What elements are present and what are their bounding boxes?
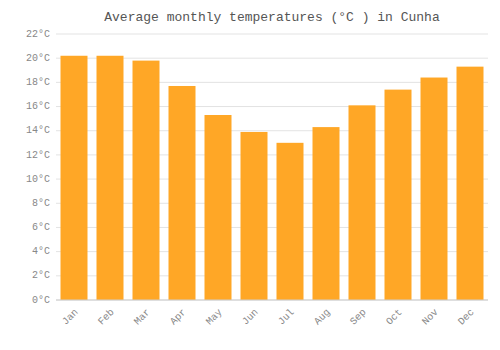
bar (385, 90, 412, 300)
y-tick-label: 14°C (26, 125, 50, 136)
bar (97, 56, 124, 300)
bar (457, 67, 484, 300)
x-tick-label: Jul (276, 307, 297, 328)
y-tick-label: 6°C (32, 222, 50, 233)
y-tick-label: 0°C (32, 295, 50, 306)
y-tick-label: 18°C (26, 77, 50, 88)
x-tick-label: Apr (168, 307, 189, 328)
bar (313, 127, 340, 300)
x-tick-label: Nov (420, 307, 441, 328)
bar (205, 115, 232, 300)
y-tick-label: 20°C (26, 53, 50, 64)
x-tick-label: Jun (240, 307, 261, 328)
bar (241, 132, 268, 300)
x-tick-label: Jan (60, 307, 81, 328)
y-tick-label: 22°C (26, 29, 50, 40)
grid-line (56, 34, 488, 35)
x-tick-label: May (204, 307, 225, 328)
y-grid (56, 34, 488, 300)
x-tick-label: Mar (132, 307, 153, 328)
y-tick-label: 16°C (26, 101, 50, 112)
x-tick-label: Oct (384, 307, 405, 328)
chart: 0°C 2°C 4°C 6°C 8°C 10°C 12°C 14°C 16°C 18°C 20°C 2… (0, 0, 500, 350)
bar (349, 105, 376, 300)
x-tick-label: Sep (348, 307, 369, 328)
grid-line (56, 300, 488, 301)
y-tick-label: 4°C (32, 246, 50, 257)
x-tick-label: Dec (456, 307, 477, 328)
title: Average monthly temperatures (°C ) in Cu… (104, 10, 440, 25)
bars (61, 56, 484, 300)
x-tick-label: Aug (312, 307, 333, 328)
y-tick-label: 2°C (32, 270, 50, 281)
y-tick-label: 10°C (26, 174, 50, 185)
bar (133, 61, 160, 300)
y-tick-label: 8°C (32, 198, 50, 209)
x-tick-label: Feb (96, 307, 117, 328)
x-axis-line (56, 300, 488, 301)
bar (169, 86, 196, 300)
y-tick-label: 12°C (26, 150, 50, 161)
bar (277, 143, 304, 300)
bar (61, 56, 88, 300)
bar (421, 78, 448, 300)
chart-container: 0°C 2°C 4°C 6°C 8°C 10°C 12°C 14°C 16°C 18°C 20°C 2… (0, 0, 500, 350)
